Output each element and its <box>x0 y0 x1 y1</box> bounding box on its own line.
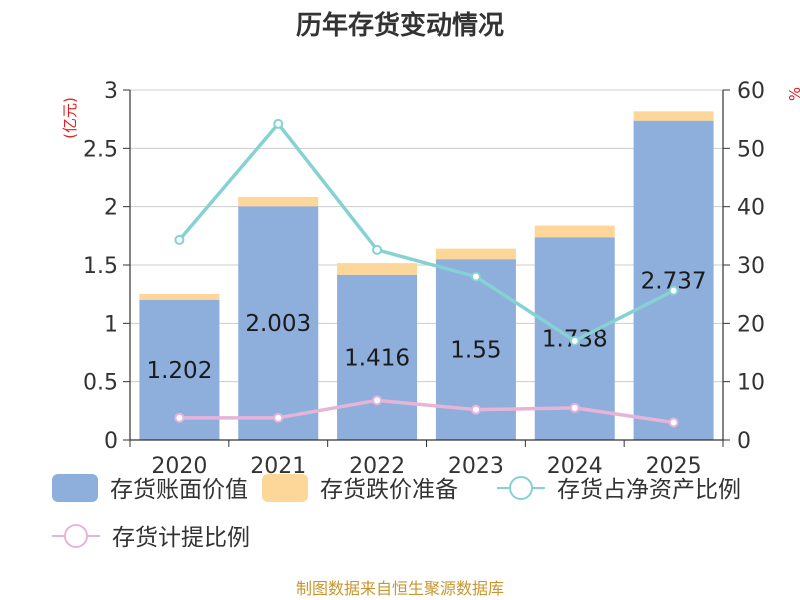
y-left-tick-label: 1.5 <box>83 254 118 279</box>
bar-1-2022 <box>337 263 418 275</box>
line-point-2-2021 <box>273 118 284 129</box>
bar-1-2023 <box>435 248 516 260</box>
legend-label-2: 存货占净资产比例 <box>557 477 741 503</box>
bar-value-label: 2.003 <box>245 311 311 337</box>
source-note: 制图数据来自恒生聚源数据库 <box>296 579 504 598</box>
y-right-tick-label: 60 <box>737 79 765 104</box>
bar-0-2022 <box>337 274 418 440</box>
legend-marker-2 <box>509 476 533 500</box>
y-right-tick-label: 30 <box>737 254 765 279</box>
bar-0-2021 <box>238 206 319 440</box>
y-right-tick-label: 50 <box>737 137 765 162</box>
y-right-tick-label: 20 <box>737 312 765 337</box>
bar-0-2025 <box>633 120 714 440</box>
line-point-3-2022 <box>372 395 383 406</box>
x-tick-label: 2024 <box>547 454 603 479</box>
line-point-2-2020 <box>174 234 185 245</box>
legend-label-3: 存货计提比例 <box>112 525 250 551</box>
legend-marker-3 <box>64 524 88 548</box>
x-tick-label: 2025 <box>646 454 702 479</box>
line-point-2-2022 <box>372 244 383 255</box>
bar-value-label: 1.202 <box>146 358 212 384</box>
line-point-3-2020 <box>174 412 185 423</box>
x-tick-label: 2020 <box>151 454 207 479</box>
bar-1-2020 <box>139 293 220 300</box>
y-right-tick-label: 10 <box>737 371 765 396</box>
line-point-2-2025 <box>668 285 679 296</box>
y-left-tick-label: 0.5 <box>83 371 118 396</box>
legend-swatch-0 <box>52 474 98 502</box>
bar-1-2025 <box>633 111 714 121</box>
y-right-label: % <box>786 87 800 101</box>
legend-label-1: 存货跌价准备 <box>320 477 458 503</box>
bar-1-2024 <box>534 225 615 238</box>
line-series-2 <box>178 122 675 343</box>
y-left-tick-label: 2.5 <box>83 137 118 162</box>
x-tick-label: 2022 <box>349 454 405 479</box>
y-right-tick-label: 0 <box>737 429 751 454</box>
legend-label-0: 存货账面价值 <box>110 477 248 503</box>
legend-swatch-1 <box>262 474 308 502</box>
x-tick-label: 2023 <box>448 454 504 479</box>
y-left-tick-label: 0 <box>104 429 118 454</box>
bar-1-2021 <box>238 196 319 207</box>
y-left-tick-label: 2 <box>104 196 118 221</box>
y-left-label: (亿元) <box>61 97 79 139</box>
line-point-3-2023 <box>470 404 481 415</box>
line-point-3-2025 <box>668 417 679 428</box>
line-layer <box>174 118 679 428</box>
line-point-2-2023 <box>470 271 481 282</box>
y-left-tick-label: 1 <box>104 312 118 337</box>
y-right-tick-label: 40 <box>737 196 765 221</box>
line-point-2-2024 <box>569 335 580 346</box>
line-point-3-2024 <box>569 402 580 413</box>
bar-value-label: 1.55 <box>450 338 501 364</box>
line-point-3-2021 <box>273 412 284 423</box>
bar-value-label: 1.416 <box>344 345 410 371</box>
line-series-3 <box>179 398 674 425</box>
chart-title: 历年存货变动情况 <box>296 10 504 41</box>
y-left-tick-label: 3 <box>104 79 118 104</box>
